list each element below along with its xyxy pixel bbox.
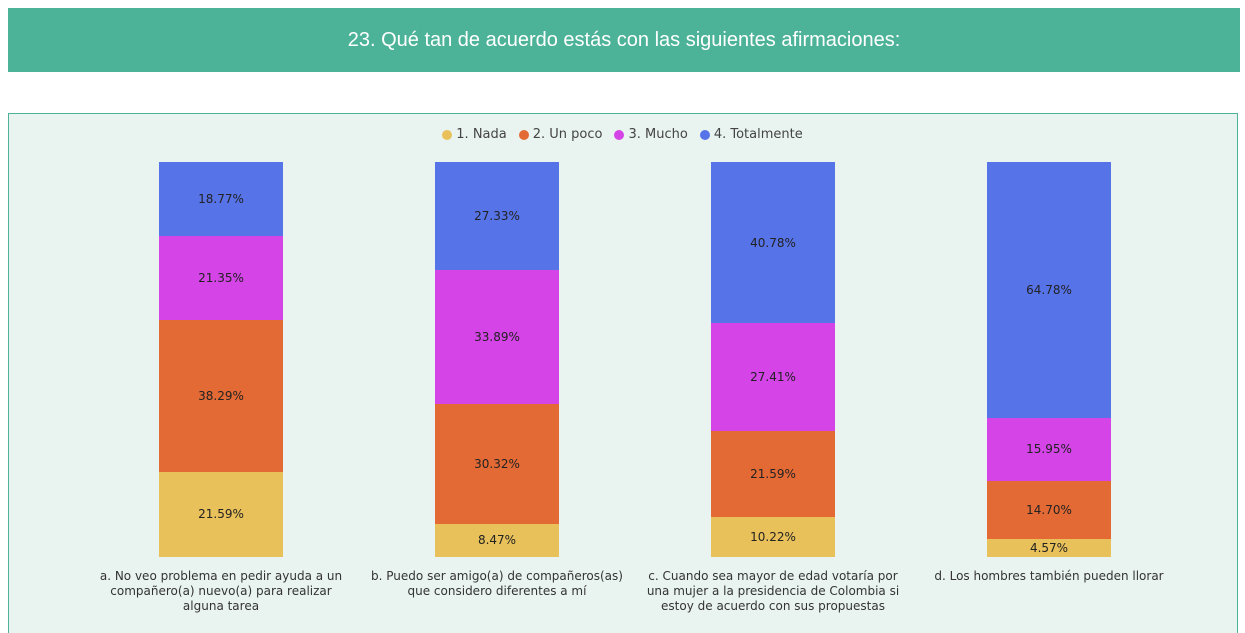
data-label: 10.22%: [750, 529, 796, 544]
data-label: 14.70%: [1026, 502, 1072, 517]
data-label: 21.59%: [750, 466, 796, 481]
legend-item: 4. Totalmente: [699, 127, 803, 142]
legend-label: 3. Mucho: [628, 127, 688, 142]
bar-segment: 21.59%: [711, 431, 835, 517]
data-label: 4.57%: [1029, 540, 1069, 555]
bar-segment: 40.78%: [711, 162, 835, 324]
bar-segment: 38.29%: [159, 320, 283, 472]
legend-label: 1. Nada: [456, 127, 507, 142]
bar-segment: 4.57%: [987, 538, 1111, 557]
bar-segment: 27.41%: [711, 323, 835, 432]
bar-segment: 10.22%: [711, 516, 835, 557]
legend-item: 2. Un poco: [518, 127, 603, 142]
x-tick-label: c. Cuando sea mayor de edad votaría por …: [646, 569, 900, 613]
legend-swatch: [442, 129, 453, 140]
data-label: 21.59%: [198, 507, 244, 522]
legend-label: 2. Un poco: [532, 127, 603, 142]
legend-swatch: [699, 129, 710, 140]
bar-segment: 21.59%: [159, 471, 283, 557]
data-label: 18.77%: [198, 192, 244, 207]
legend-item: 3. Mucho: [614, 127, 688, 142]
bar-segment: 27.33%: [435, 162, 559, 270]
bar-segment: 14.70%: [987, 480, 1111, 539]
data-label: 38.29%: [198, 389, 244, 404]
x-tick-label: a. No veo problema en pedir ayuda a un c…: [99, 569, 343, 613]
bar-segment: 21.35%: [159, 236, 283, 321]
data-label: 15.95%: [1026, 442, 1072, 457]
bar-segment: 30.32%: [435, 403, 559, 524]
data-label: 8.47%: [477, 533, 517, 548]
data-label: 21.35%: [198, 271, 244, 286]
bar-segment: 33.89%: [435, 269, 559, 404]
chart-title: 23. Qué tan de acuerdo estás con las sig…: [8, 8, 1240, 72]
x-tick-label: d. Los hombres también pueden llorar: [934, 569, 1164, 583]
data-label: 27.41%: [750, 370, 796, 385]
data-label: 64.78%: [1026, 282, 1072, 297]
legend-swatch: [518, 129, 529, 140]
legend-item: 1. Nada: [442, 127, 507, 142]
bar-segment: 15.95%: [987, 417, 1111, 481]
bar-segment: 64.78%: [987, 162, 1111, 418]
bar-segment: 8.47%: [435, 523, 559, 557]
data-label: 27.33%: [474, 208, 520, 223]
legend: 1. Nada 2. Un poco 3. Mucho 4. Totalmente: [0, 127, 1245, 142]
data-label: 30.32%: [474, 456, 520, 471]
data-label: 33.89%: [474, 329, 520, 344]
data-label: 40.78%: [750, 235, 796, 250]
legend-swatch: [614, 129, 625, 140]
x-tick-label: b. Puedo ser amigo(a) de compañeros(as) …: [371, 569, 623, 598]
bar-segment: 18.77%: [159, 162, 283, 237]
legend-label: 4. Totalmente: [713, 127, 803, 142]
